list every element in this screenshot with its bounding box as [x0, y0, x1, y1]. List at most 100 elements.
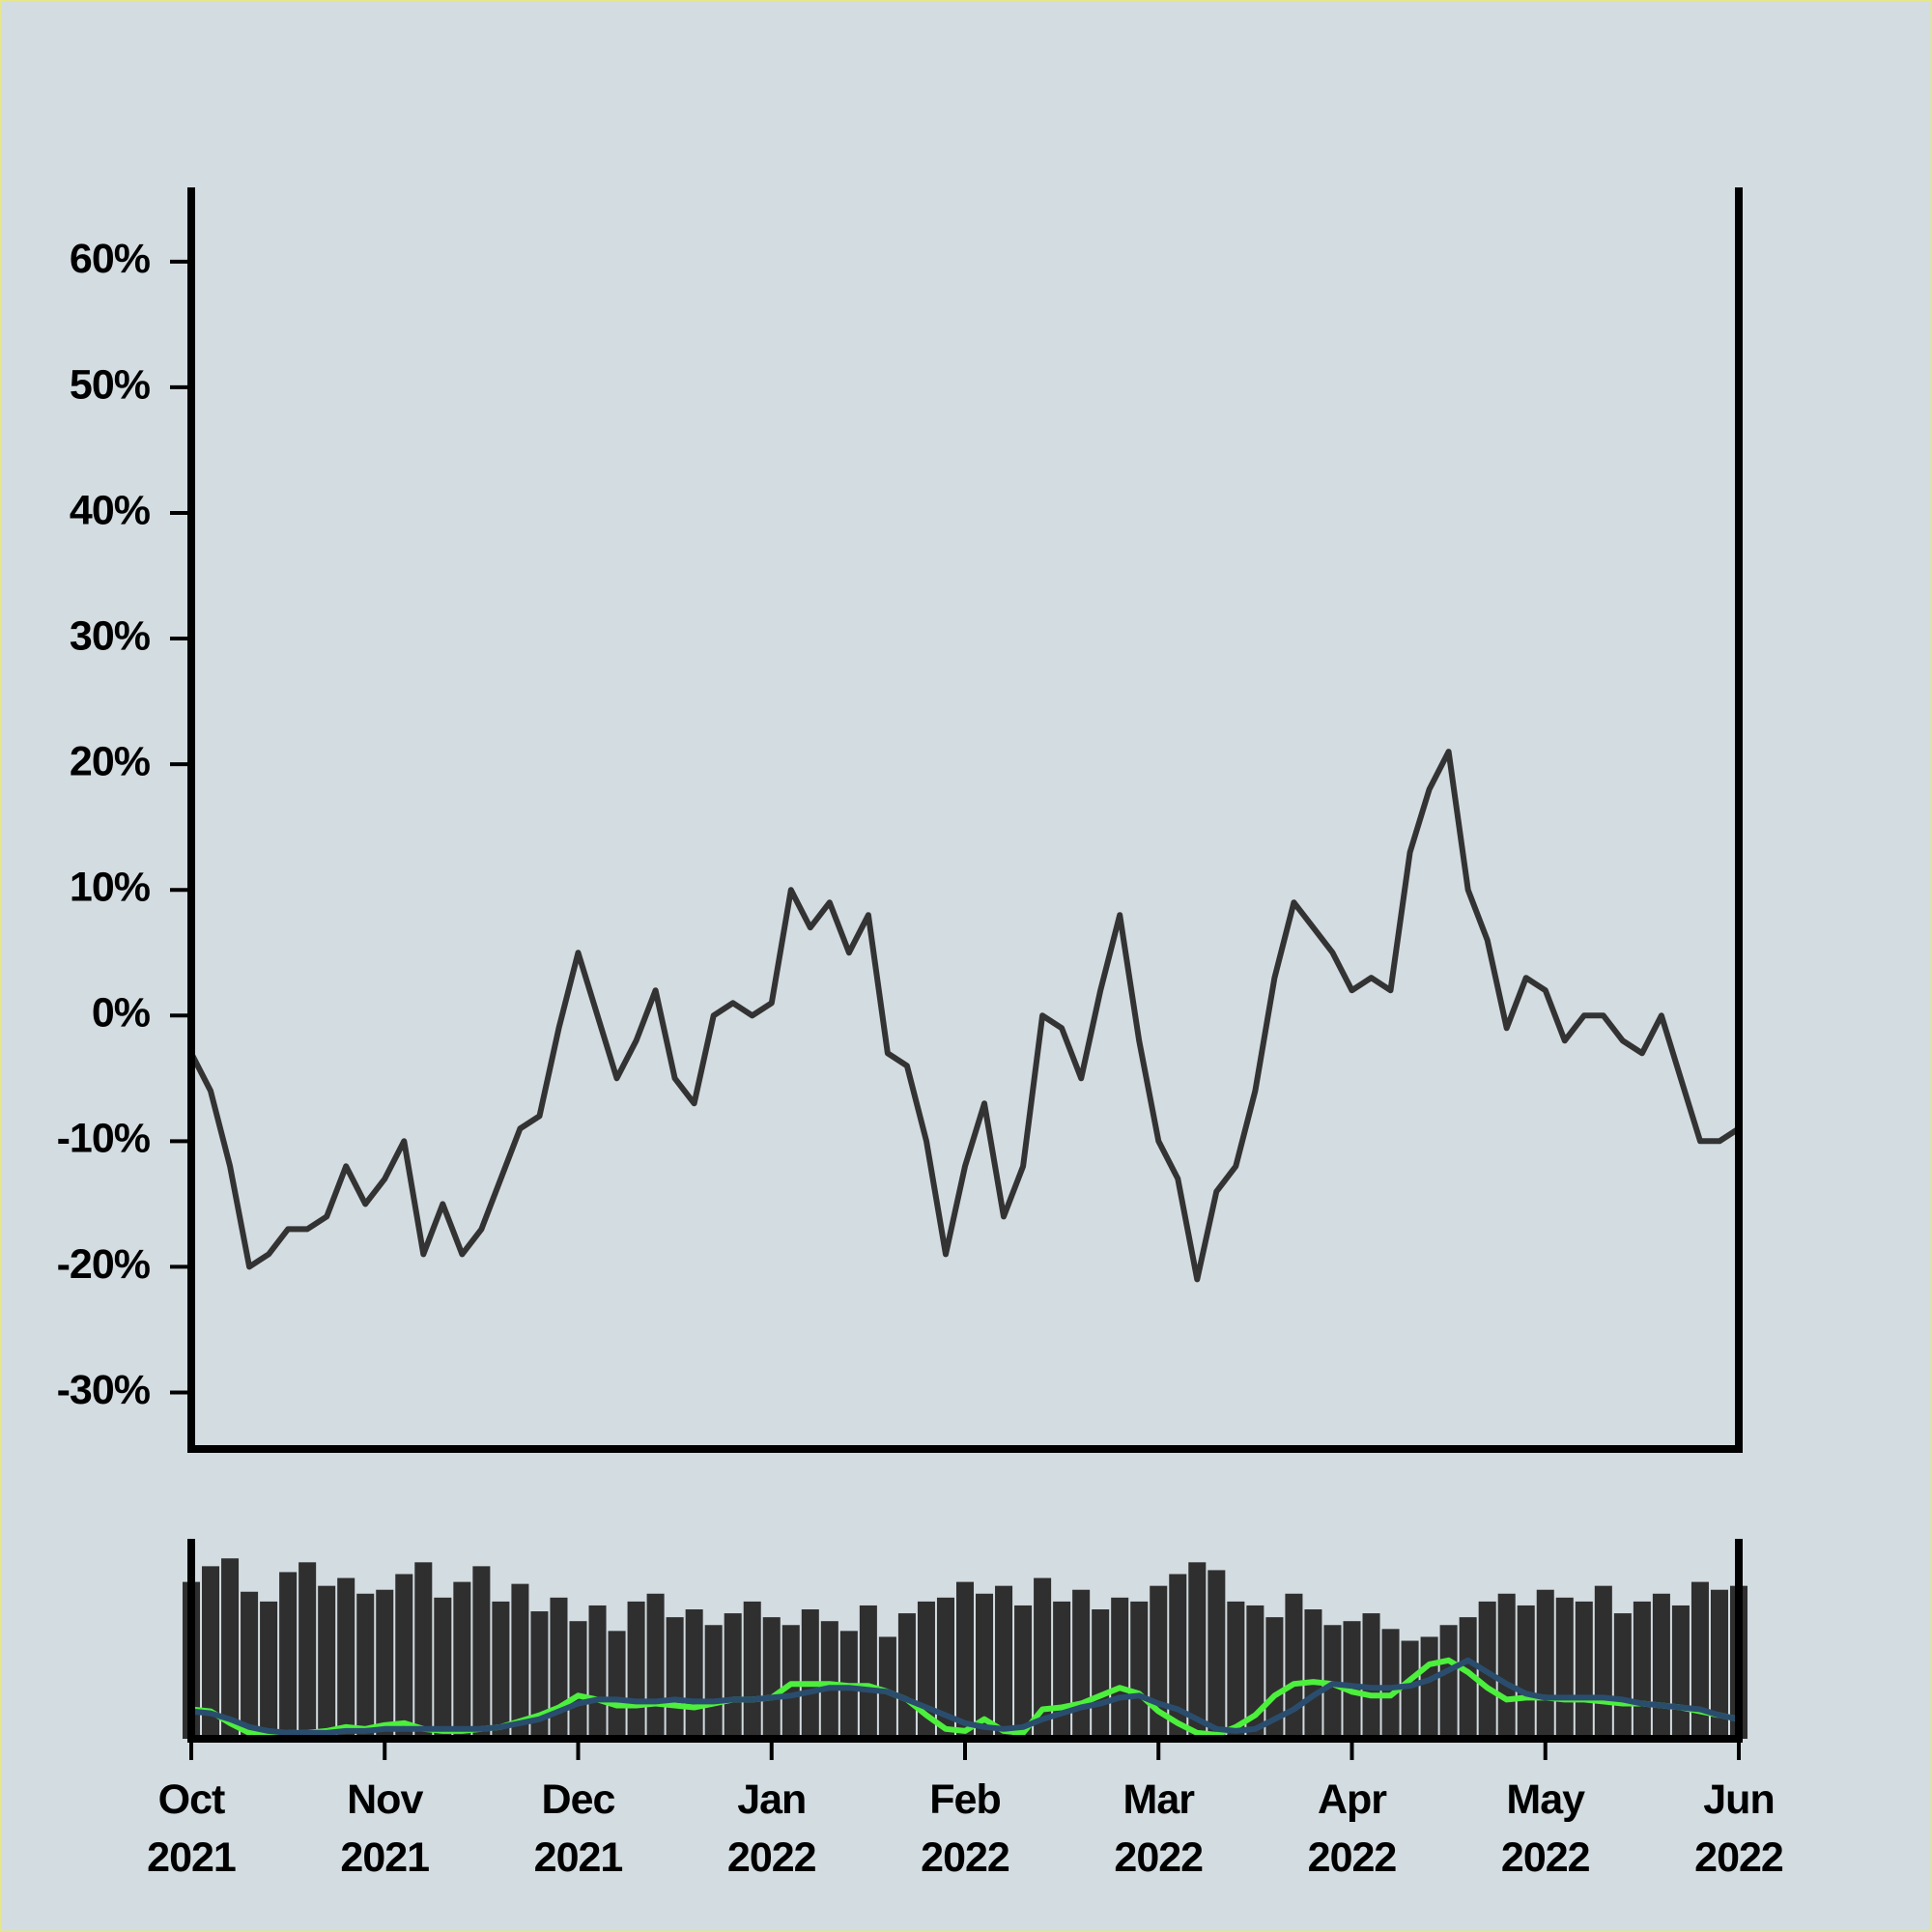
y-tick-label: 0%: [92, 990, 151, 1037]
volume-panel: Oct 2021 Nov 2021 Dec 2021 Jan 2022 Feb 2022 Mar 20…: [147, 1558, 1784, 1881]
y-tick-label: 20%: [70, 738, 151, 784]
volume-bar: [1555, 1597, 1574, 1739]
volume-bar: [472, 1566, 491, 1739]
volume-bar: [492, 1601, 510, 1739]
volume-bar: [1690, 1581, 1709, 1739]
volume-bar: [1034, 1577, 1052, 1739]
volume-bar: [1285, 1593, 1303, 1739]
volume-bar: [1362, 1613, 1380, 1739]
y-tick-label: -10%: [57, 1116, 151, 1162]
y-tick-label: 40%: [70, 487, 151, 533]
x-tick-label: May 2022: [1501, 1776, 1590, 1881]
volume-bar: [936, 1597, 954, 1739]
volume-bar: [1439, 1625, 1458, 1739]
volume-bar: [646, 1593, 665, 1739]
volume-bar: [279, 1572, 298, 1739]
x-tick-label: Mar 2022: [1114, 1776, 1203, 1881]
volume-bar: [1169, 1574, 1187, 1739]
x-tick-label: Feb 2022: [921, 1776, 1009, 1881]
volume-bar: [1459, 1617, 1477, 1739]
volume-bar: [1072, 1589, 1091, 1739]
volume-bar: [1304, 1609, 1322, 1739]
y-tick-label: -20%: [57, 1241, 151, 1288]
volume-bar: [530, 1611, 549, 1739]
volume-bar: [318, 1585, 336, 1739]
volume-bar: [453, 1581, 471, 1739]
volume-bar: [1536, 1589, 1554, 1739]
volume-bar: [1633, 1601, 1651, 1739]
volume-bar: [878, 1636, 896, 1739]
volume-bar: [1497, 1593, 1516, 1739]
volume-bar: [588, 1605, 607, 1739]
price-panel: -30% -20% -10% 0% 10% 20% 30% 40% 50% 60%: [57, 236, 1741, 1413]
x-tick-label: Oct 2021: [147, 1776, 236, 1881]
volume-bar: [1517, 1605, 1535, 1739]
volume-bar: [376, 1589, 394, 1739]
volume-bar: [1246, 1605, 1264, 1739]
volume-bar: [1420, 1636, 1438, 1739]
volume-bar: [569, 1621, 587, 1739]
volume-bar: [1575, 1601, 1593, 1739]
volume-bar: [1343, 1621, 1361, 1739]
volume-bar: [1053, 1601, 1071, 1739]
volume-bar: [241, 1591, 259, 1739]
y-tick-label: 50%: [70, 361, 151, 408]
volume-bar: [337, 1577, 355, 1739]
volume-bar: [434, 1597, 452, 1739]
frame: [187, 187, 1743, 1743]
volume-bar: [298, 1562, 317, 1739]
volume-bar: [550, 1597, 568, 1739]
sub-frame: [187, 1539, 1743, 1743]
volume-bar: [221, 1558, 240, 1739]
volume-bar: [1613, 1613, 1632, 1739]
volume-bar: [1111, 1597, 1129, 1739]
volume-bar: [260, 1601, 278, 1739]
y-tick-label: -30%: [57, 1367, 151, 1413]
volume-bar: [1092, 1609, 1110, 1739]
volume-bar: [897, 1613, 916, 1739]
x-tick-label: Nov 2021: [340, 1776, 429, 1881]
y-tick-label: 30%: [70, 612, 151, 659]
x-tick-label: Jan 2022: [727, 1776, 816, 1881]
main-frame: [187, 187, 1743, 1453]
volume-bar: [666, 1617, 684, 1739]
volume-bar: [955, 1581, 975, 1739]
volume-bar: [1014, 1605, 1033, 1739]
volume-bar: [1265, 1617, 1284, 1739]
x-tick-label: Apr 2022: [1308, 1776, 1397, 1881]
volume-bar: [1671, 1605, 1690, 1739]
volume-bar: [1130, 1601, 1149, 1739]
volume-bar: [724, 1613, 742, 1739]
volume-bar: [1208, 1570, 1226, 1739]
volume-bar: [395, 1574, 413, 1739]
volume-bar: [976, 1593, 994, 1739]
volume-bar: [511, 1583, 529, 1739]
volume-bar: [414, 1562, 433, 1739]
volume-bar: [1381, 1629, 1400, 1739]
volume-bar: [1227, 1601, 1245, 1739]
x-tick-label: Dec 2021: [534, 1776, 623, 1881]
volume-bar: [627, 1601, 645, 1739]
volume-bar: [820, 1621, 838, 1739]
volume-bar: [1401, 1640, 1419, 1739]
volume-bar: [1710, 1589, 1728, 1739]
average-line: [190, 1657, 1740, 1736]
price-line: [188, 749, 1741, 1283]
volume-bar: [762, 1617, 781, 1739]
volume-bar: [1652, 1593, 1670, 1739]
volume-bar: [356, 1593, 375, 1739]
volume-bar: [801, 1609, 819, 1739]
volume-bar: [608, 1631, 626, 1739]
volume-bar: [202, 1566, 220, 1739]
volume-bar: [743, 1601, 761, 1739]
volume-bar: [704, 1625, 723, 1739]
volume-bar: [685, 1609, 703, 1739]
y-tick-label: 10%: [70, 865, 151, 911]
volume-bar: [1594, 1585, 1612, 1739]
y-tick-label: 60%: [70, 236, 151, 282]
x-tick-label: Jun 2022: [1694, 1776, 1783, 1881]
volume-bar: [859, 1605, 877, 1739]
volume-bar: [995, 1585, 1013, 1739]
